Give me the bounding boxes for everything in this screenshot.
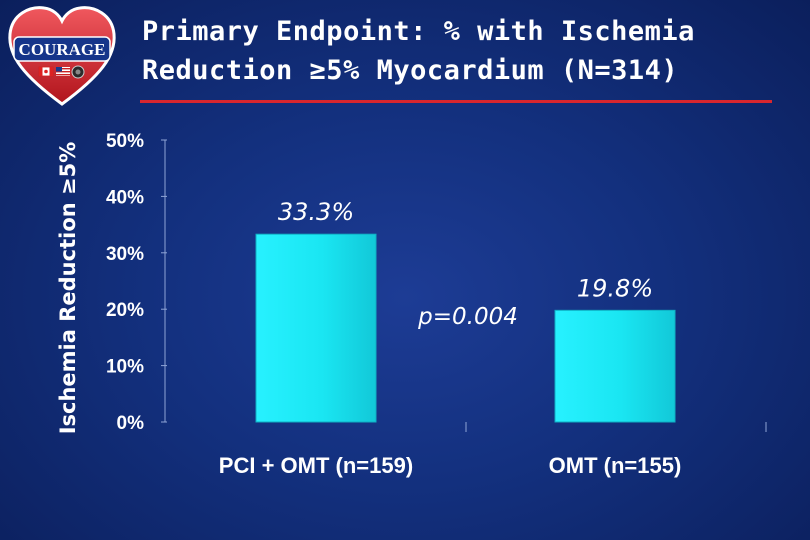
category-label-2: OMT (n=155) [549,453,682,478]
courage-logo: COURAGE [8,6,116,106]
y-tick-label: 40% [106,187,144,208]
y-tick-label: 0% [117,413,145,434]
y-tick-label: 50% [106,131,144,152]
bar-2 [554,309,676,423]
chart-title-line-2: Reduction ≥5% Myocardium (N=314) [142,55,679,86]
y-tick-label: 30% [106,244,144,265]
y-tick-label: 20% [106,300,144,321]
p-value-annotation: p=0.004 [417,304,518,330]
category-label-1: PCI + OMT (n=159) [219,453,413,478]
y-tick-label: 10% [106,357,144,378]
data-label-1: 33.3% [278,198,354,226]
logo-banner [13,36,111,62]
chart-title-line-1: Primary Endpoint: % with Ischemia [142,16,695,47]
title-underline [140,100,772,103]
bar-1 [255,233,377,423]
data-label-2: 19.8% [577,274,653,302]
logo-text: COURAGE [19,40,106,59]
